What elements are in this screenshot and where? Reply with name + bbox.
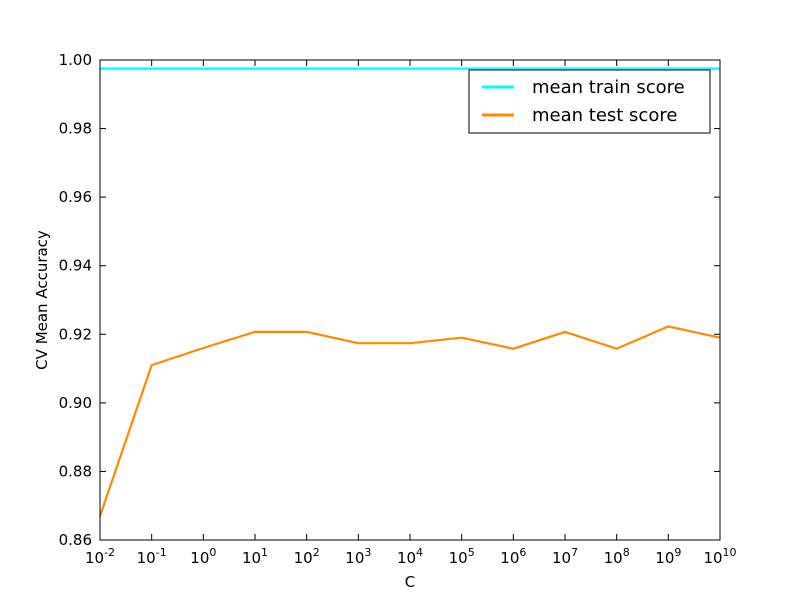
y-tick-label: 0.96 — [59, 188, 92, 206]
x-tick-label: 100 — [190, 546, 216, 567]
series-layer — [98, 67, 721, 517]
y-tick-label: 1.00 — [59, 51, 92, 69]
legend-box — [468, 69, 711, 134]
y-tick-label: 0.94 — [59, 257, 92, 275]
y-tick-label: 0.98 — [59, 120, 92, 138]
x-axis-label: C — [405, 573, 415, 591]
x-tick-label: 102 — [294, 546, 320, 567]
x-tick-label: 10-2 — [85, 546, 115, 567]
ticks-layer: 0.86 0.88 0.90 0.92 0.94 0.96 0.98 1.00 10-2 10-1… — [59, 51, 737, 567]
series-line-test — [98, 325, 721, 517]
x-tick-label: 109 — [655, 546, 681, 567]
y-tick-label: 0.86 — [59, 531, 92, 549]
y-tick-label: 0.92 — [59, 325, 92, 343]
x-tick-label: 108 — [604, 546, 630, 567]
x-tick-label: 107 — [552, 546, 578, 567]
x-tick-label: 106 — [500, 546, 526, 567]
legend: mean train score mean test score — [468, 69, 711, 134]
x-tick-label: 103 — [345, 546, 371, 567]
x-tick-label: 104 — [397, 546, 423, 567]
plot-area — [100, 60, 720, 540]
x-tick-label: 10-1 — [137, 546, 167, 567]
x-tick-label: 1010 — [703, 546, 736, 567]
y-tick-label: 0.88 — [59, 462, 92, 480]
x-tick-label: 105 — [449, 546, 475, 567]
y-tick-label: 0.90 — [59, 394, 92, 412]
legend-label-test: mean test score — [532, 105, 677, 126]
legend-label-train: mean train score — [532, 77, 685, 98]
x-tick-label: 101 — [242, 546, 268, 567]
y-axis-label: CV Mean Accuracy — [33, 230, 51, 370]
